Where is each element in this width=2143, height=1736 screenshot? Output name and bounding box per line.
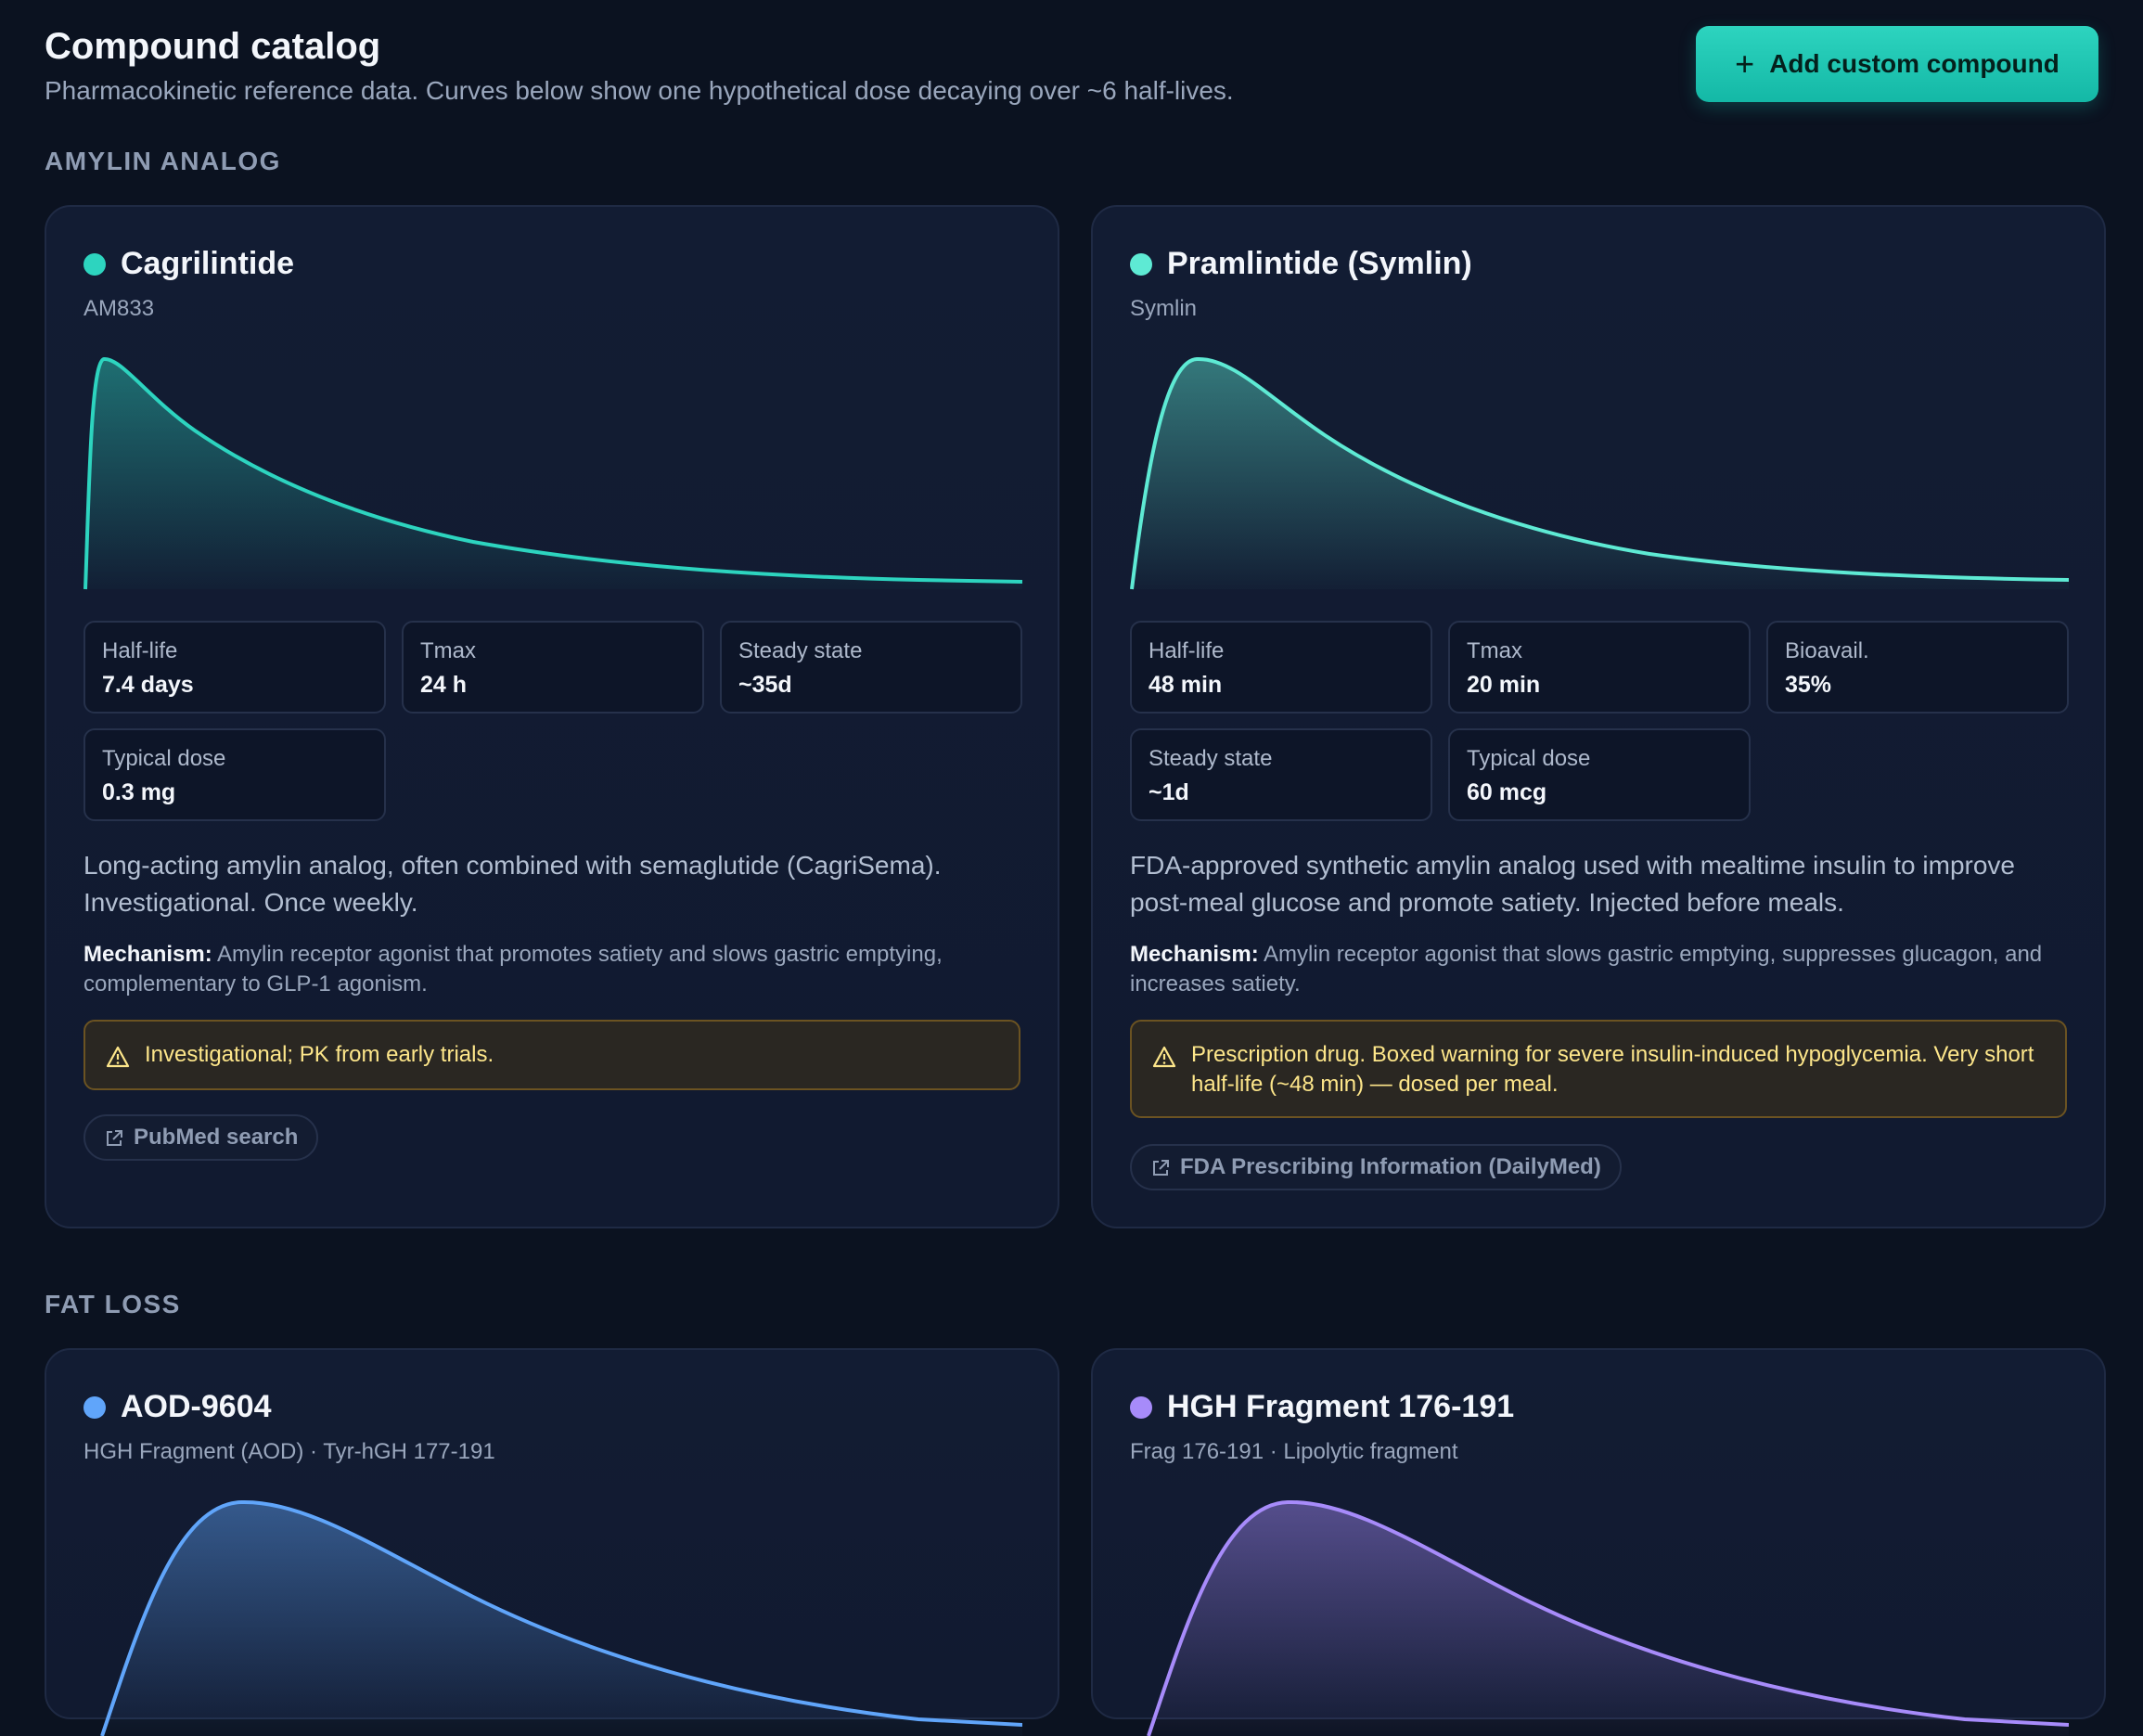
stat-value: 24 h [420,672,468,698]
compound-mechanism: Mechanism: Amylin receptor agonist that … [1130,940,2067,999]
card-header: HGH Fragment 176-191 [1130,1389,1514,1425]
pk-curve-chart [1130,356,2069,590]
section-title-amylin-analog: AMYLIN ANALOG [45,147,281,175]
compound-name: AOD-9604 [121,1389,272,1424]
pk-curve-area [1148,1501,2069,1736]
stat-label: Typical dose [102,746,226,771]
compound-card-aod-9604: AOD-9604 HGH Fragment (AOD) · Tyr-hGH 17… [45,1348,1059,1736]
plus-icon: + [1735,45,1755,83]
stat-value: 60 mcg [1467,779,1547,805]
warning-banner: Investigational; PK from early trials. [83,1020,1020,1090]
add-custom-compound-button[interactable]: + Add custom compound [1696,26,2098,102]
stat-label: Steady state [738,638,863,663]
card-header: AOD-9604 [83,1389,272,1425]
page-subtitle: Pharmacokinetic reference data. Curves b… [45,76,1234,105]
stat-half-life: Half-life 7.4 days [83,621,386,714]
stat-value: 48 min [1148,672,1223,698]
stat-value: ~1d [1148,779,1189,805]
card-header: Cagrilintide [83,246,294,282]
stats-grid: Half-life 48 min Tmax 20 min Bioavail. 3… [1130,621,2069,821]
pk-curve-chart [83,357,1022,590]
section-title-fat-loss: FAT LOSS [45,1290,181,1318]
stat-tmax: Tmax 24 h [402,621,704,714]
stat-label: Tmax [420,638,476,663]
compound-catalog-page: Compound catalog Pharmacokinetic referen… [45,22,2106,1736]
pk-curve-area [85,358,1022,589]
compound-card-hgh-fragment-176-191: HGH Fragment 176-191 Frag 176-191 · Lipo… [1091,1348,2106,1736]
stat-tmax: Tmax 20 min [1448,621,1751,714]
stat-typical-dose: Typical dose 60 mcg [1448,728,1751,821]
warning-icon [1152,1046,1176,1068]
stat-steady-state: Steady state ~1d [1130,728,1432,821]
compound-card-cagrilintide: Cagrilintide AM833 Half-life 7.4 days Tm… [45,205,1059,1228]
pk-curve-chart [1147,1499,2069,1736]
warning-banner: Prescription drug. Boxed warning for sev… [1130,1020,2067,1118]
stat-half-life: Half-life 48 min [1130,621,1432,714]
page-title: Compound catalog [45,26,381,67]
stat-label: Bioavail. [1785,638,1869,663]
external-link-icon [107,1130,122,1146]
compound-color-dot [83,1395,106,1419]
compound-name: HGH Fragment 176-191 [1167,1389,1515,1424]
compound-description: FDA-approved synthetic amylin analog use… [1130,851,2015,917]
stat-label: Steady state [1148,746,1273,771]
stat-label: Tmax [1467,638,1522,663]
external-link-icon [1153,1160,1169,1176]
warning-icon [106,1046,130,1068]
stat-label: Half-life [102,638,178,663]
mechanism-label: Mechanism: [1130,942,1259,967]
compound-color-dot [1130,1395,1152,1419]
pk-curve-chart [100,1499,1022,1736]
pk-curve-line [1130,356,2069,590]
compound-color-dot [83,252,106,276]
compound-card-pramlintide: Pramlintide (Symlin) Symlin Half-life 48… [1091,205,2106,1228]
link-label: FDA Prescribing Information (DailyMed) [1180,1154,1601,1179]
card-header: Pramlintide (Symlin) [1130,246,1472,282]
stat-value: 20 min [1467,672,1541,698]
pk-curve-area [102,1501,1022,1736]
stat-value: 35% [1785,672,1832,698]
stats-grid: Half-life 7.4 days Tmax 24 h Steady stat… [83,621,1022,821]
compound-mechanism: Mechanism: Amylin receptor agonist that … [83,940,1020,999]
add-button-label: Add custom compound [1769,49,2060,78]
stat-typical-dose: Typical dose 0.3 mg [83,728,386,821]
stat-label: Half-life [1148,638,1225,663]
pubmed-search-link[interactable]: PubMed search [83,1114,319,1161]
stat-value: 7.4 days [102,672,194,698]
pk-curve-area [1132,358,2069,589]
compound-alias: Frag 176-191 · Lipolytic fragment [1130,1439,1458,1464]
stat-steady-state: Steady state ~35d [720,621,1022,714]
mechanism-text: Amylin receptor agonist that slows gastr… [1130,942,2043,997]
compound-alias: AM833 [83,296,155,321]
warning-text: Prescription drug. Boxed warning for sev… [1191,1042,2034,1097]
pk-curve-line [83,357,1022,590]
link-label: PubMed search [134,1125,299,1150]
compound-name: Pramlintide (Symlin) [1167,246,1472,281]
mechanism-text: Amylin receptor agonist that promotes sa… [83,942,943,997]
compound-name: Cagrilintide [121,246,295,281]
mechanism-label: Mechanism: [83,942,212,967]
stat-label: Typical dose [1467,746,1591,771]
compound-color-dot [1130,252,1152,276]
stat-bioavailability: Bioavail. 35% [1766,621,2069,714]
compound-alias: HGH Fragment (AOD) · Tyr-hGH 177-191 [83,1439,495,1464]
compound-alias: Symlin [1130,296,1198,321]
stat-value: ~35d [738,672,792,698]
fda-prescribing-information-link[interactable]: FDA Prescribing Information (DailyMed) [1130,1144,1622,1190]
warning-text: Investigational; PK from early trials. [145,1042,494,1067]
page-header: Compound catalog Pharmacokinetic referen… [45,22,2098,115]
stat-value: 0.3 mg [102,779,176,805]
compound-description: Long-acting amylin analog, often combine… [83,851,942,917]
